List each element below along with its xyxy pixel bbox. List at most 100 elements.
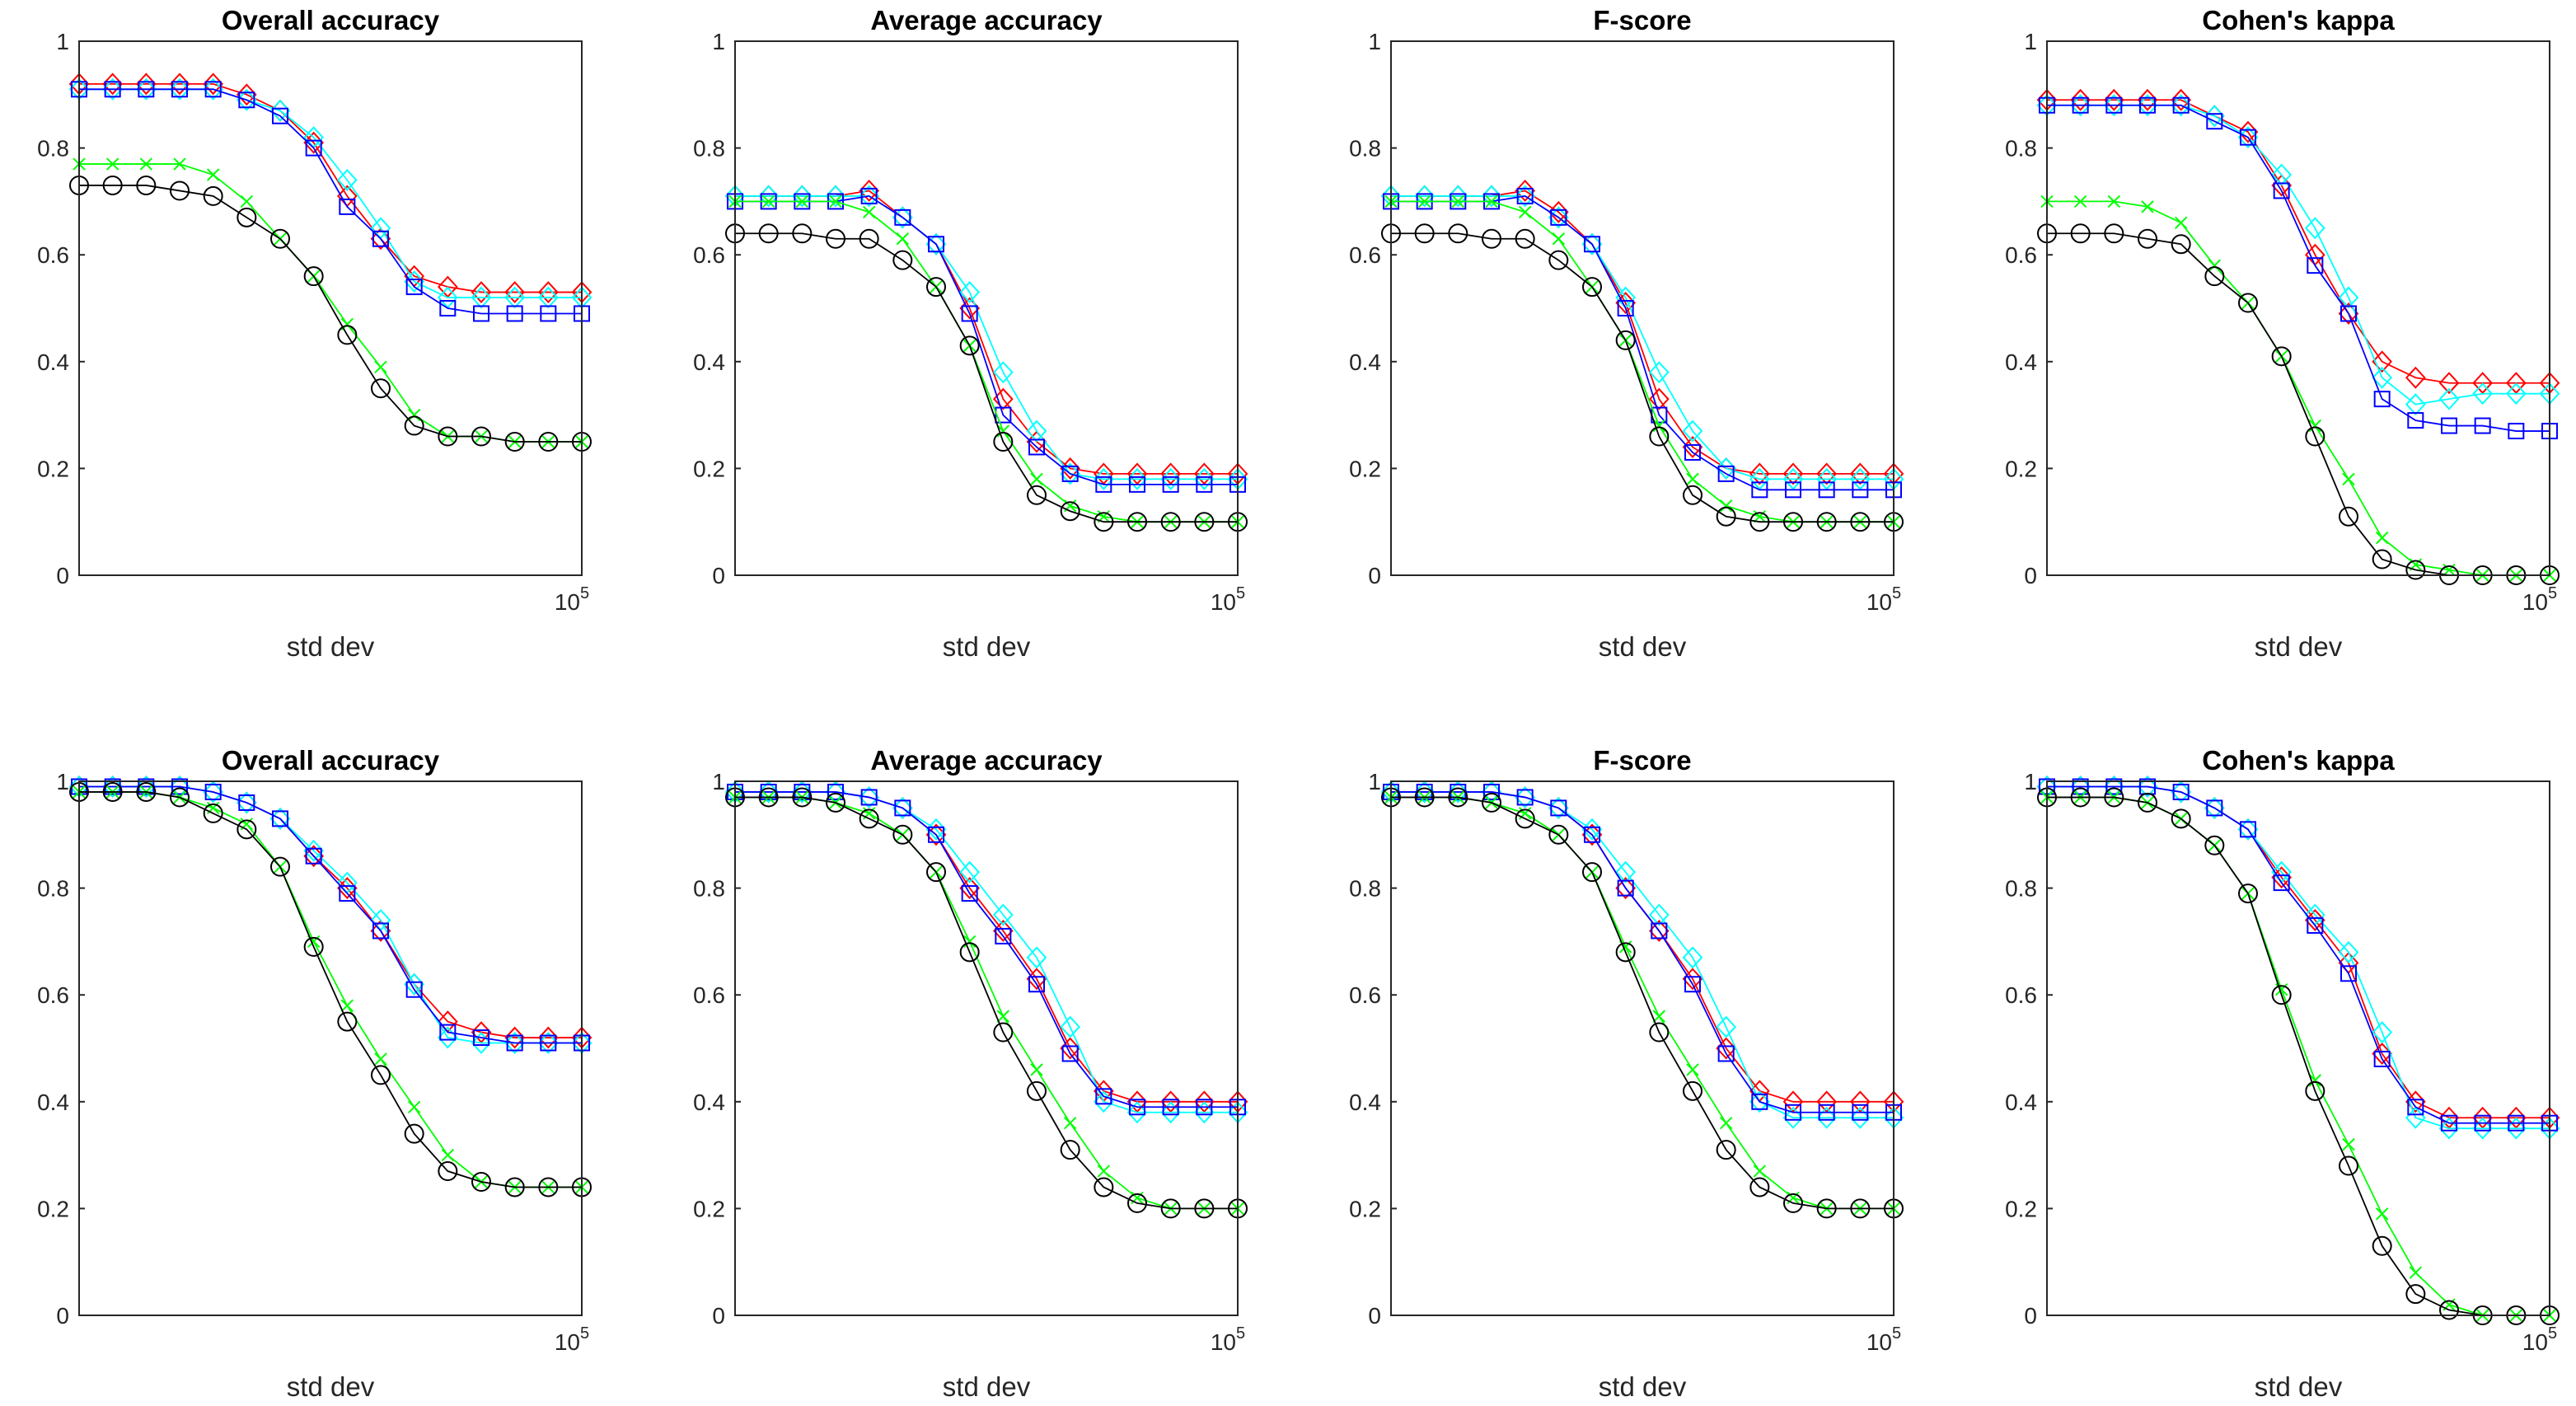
data-point-x [1753,1165,1767,1178]
x-axis-label: std dev [1599,631,1687,662]
series-line [735,791,1238,1108]
data-point-diamond [1193,462,1215,485]
data-point-circle [2138,228,2157,249]
subplot-title: Overall accuracy [222,745,440,776]
data-point-x [173,157,186,171]
data-point-diamond [2372,350,2393,373]
data-point-x [1686,472,1699,486]
data-point-square [2340,305,2357,322]
series-line [735,195,1238,480]
x-tick-label: 105 [2522,1324,2557,1355]
y-tick-label: 0 [1368,563,1381,588]
subplot-title: Cohen's kappa [2202,745,2395,776]
series-x-00ff00 [2040,790,2556,1322]
data-point-diamond [1414,780,1436,804]
y-tick-label: 0 [712,563,725,588]
series-line [79,791,582,1188]
data-point-diamond [537,281,559,304]
data-point-diamond [1481,185,1502,208]
data-point-circle [1816,1198,1837,1219]
data-point-square [540,1034,557,1052]
y-tick-label: 0.4 [1349,349,1381,375]
data-point-circle [1850,1198,1871,1219]
y-tick-label: 0.6 [1349,242,1381,268]
data-point-square [1196,1099,1213,1116]
data-point-circle [2104,787,2124,808]
data-point-diamond [1581,232,1603,255]
y-tick-label: 1 [1368,769,1381,794]
subplot-title: F-score [1593,5,1691,35]
data-point-square [2474,417,2491,434]
data-point-circle [1414,787,1435,808]
data-point-diamond [2472,382,2494,405]
data-point-diamond [1060,1015,1081,1038]
series-x-00ff00 [728,790,1244,1216]
data-point-square [1684,443,1701,461]
data-point-x [1552,232,1566,246]
data-point-square [1584,236,1600,253]
series-line [2047,796,2550,1316]
data-point-x [795,194,809,209]
data-point-diamond [303,839,325,862]
data-point-circle [136,175,157,195]
y-tick-label: 0.2 [37,1196,69,1221]
data-point-circle [1783,1193,1803,1213]
data-point-square [1162,476,1179,493]
data-point-x [340,999,354,1012]
series-line [2047,104,2550,405]
data-point-square [305,847,322,865]
data-point-circle [237,207,257,227]
data-point-square [860,187,878,204]
data-point-diamond [471,1032,492,1054]
data-point-square [894,209,911,226]
data-point-diamond [504,286,526,309]
data-point-square [2407,1099,2424,1116]
data-point-x [996,1010,1010,1023]
data-point-diamond [504,281,526,304]
data-point-square [204,81,222,98]
subplot-6-average-accuracy: Average accuracy 0 0.2 0.4 0.6 0.8 1 105 std dev [693,745,1248,1402]
series-line [2047,785,2550,1124]
data-point-diamond [169,77,190,101]
data-point-square [1785,1104,1801,1121]
data-point-square [2240,821,2256,838]
y-tick-label: 0.4 [37,349,69,375]
data-point-circle [1482,792,1501,813]
data-point-square [1095,1088,1112,1105]
data-point-circle [2171,808,2191,829]
data-point-x [2308,419,2322,433]
series-line [1391,791,1894,1119]
data-point-diamond [1093,462,1114,485]
series-line [735,791,1238,1103]
data-point-diamond [859,179,880,202]
data-point-circle [1783,512,1803,532]
data-point-diamond [471,1021,492,1044]
data-point-circle [102,175,123,195]
data-point-diamond [791,780,813,804]
data-point-square [372,922,389,940]
data-point-x [1652,419,1666,433]
y-tick-label: 0.6 [2005,242,2037,268]
data-point-square [2273,874,2290,892]
data-point-x [1030,1063,1043,1076]
series-circle-000000 [1381,787,1904,1219]
subplot-title: Average accuracy [870,745,1103,776]
series-line [735,791,1238,1113]
y-tick-label: 0.6 [37,982,69,1008]
y-tick-label: 0.8 [37,876,69,902]
data-point-circle [2271,985,2292,1005]
axes-box [734,780,1239,1316]
data-point-x [1451,194,1465,209]
y-tick-label: 0.8 [2005,136,2037,162]
data-point-diamond [504,1032,526,1054]
data-point-circle [2138,792,2157,813]
data-point-diamond [537,286,559,309]
series-line [1391,796,1894,1210]
data-point-circle [371,378,391,399]
x-tick-label: 105 [2522,584,2557,615]
data-point-circle [2271,346,2292,367]
data-point-circle [758,223,779,244]
series-diamond-ff0000 [68,73,592,304]
data-point-circle [1027,1080,1047,1101]
axes-box [78,780,583,1316]
